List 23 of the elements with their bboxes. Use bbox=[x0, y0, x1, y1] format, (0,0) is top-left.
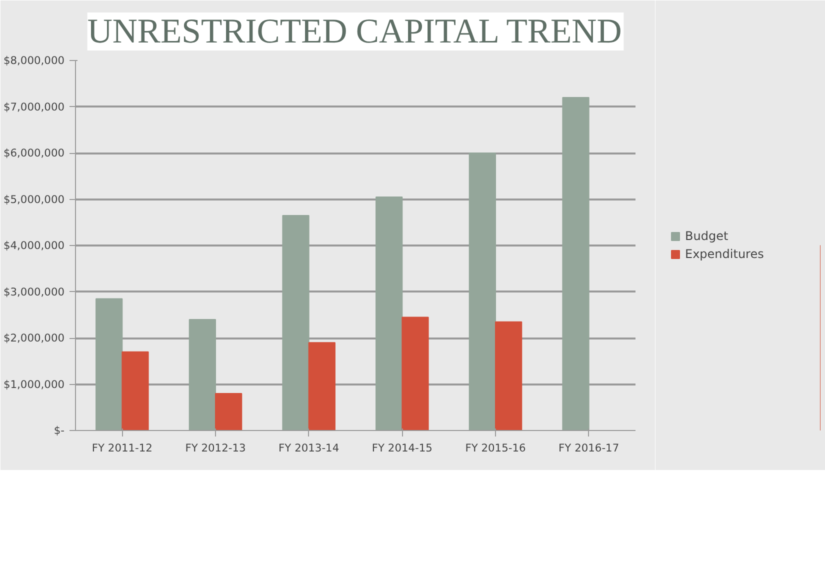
y-tick-label: $2,000,000 bbox=[3, 332, 65, 344]
x-tick-label: FY 2012-13 bbox=[185, 442, 246, 454]
x-tick-label: FY 2015-16 bbox=[465, 442, 526, 454]
bar bbox=[308, 342, 336, 430]
y-tick-label: $8,000,000 bbox=[3, 54, 65, 67]
y-tick-label: $4,000,000 bbox=[3, 239, 65, 252]
y-tick-label: $1,000,000 bbox=[3, 378, 65, 391]
x-tick-label: FY 2014-15 bbox=[372, 442, 432, 454]
bar bbox=[402, 316, 429, 430]
legend-label: Budget bbox=[685, 229, 728, 243]
y-tick-label: $- bbox=[54, 424, 65, 437]
y-tick-label: $7,000,000 bbox=[3, 100, 65, 114]
legend-label: Expenditures bbox=[685, 247, 764, 261]
bar bbox=[215, 393, 242, 430]
chart-title: UNRESTRICTED CAPITAL TREND bbox=[87, 12, 622, 50]
y-tick-label: $5,000,000 bbox=[3, 192, 65, 206]
bar bbox=[122, 351, 149, 430]
y-tick-label: $6,000,000 bbox=[3, 146, 65, 160]
x-tick-label: FY 2016-17 bbox=[558, 442, 620, 454]
bar bbox=[495, 321, 522, 430]
x-tick-label: FY 2013-14 bbox=[278, 442, 340, 454]
x-tick-label: FY 2011-12 bbox=[92, 442, 152, 454]
y-tick-label: $3,000,000 bbox=[3, 285, 65, 298]
